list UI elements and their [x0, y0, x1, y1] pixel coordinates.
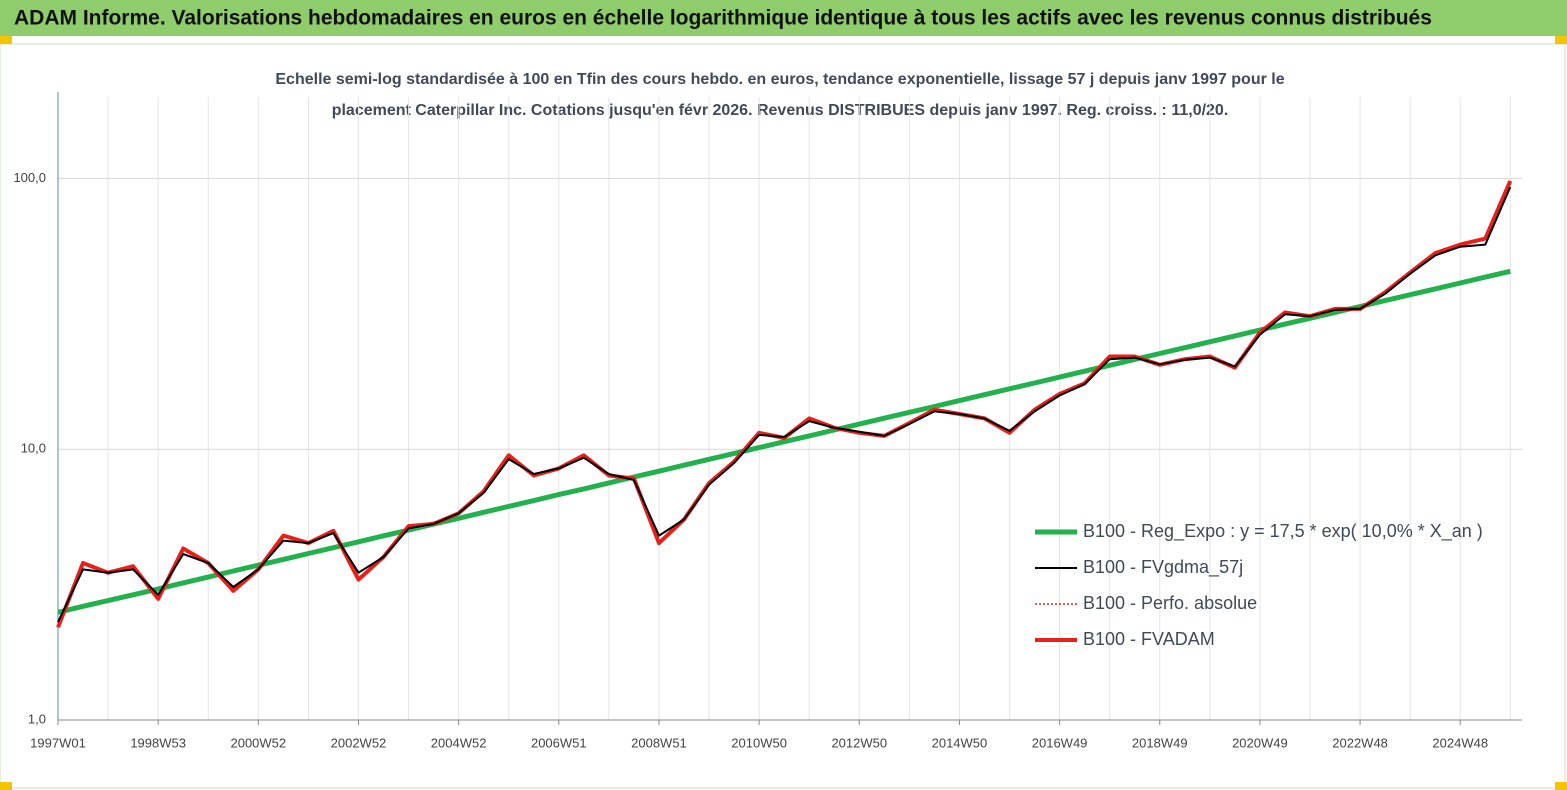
x-tick-label: 2020W49	[1232, 735, 1288, 750]
x-tick-label: 2006W51	[531, 735, 587, 750]
x-tick-label: 2022W48	[1332, 735, 1388, 750]
x-tick-label: 1997W01	[30, 735, 86, 750]
chart-frame	[0, 43, 1566, 789]
x-tick-label: 2012W50	[831, 735, 887, 750]
corner	[1555, 782, 1567, 790]
x-tick-label: 1998W53	[130, 735, 186, 750]
x-tick-label: 2000W52	[230, 735, 286, 750]
series-line	[57, 268, 1511, 615]
legend-label: B100 - FVgdma_57j	[1083, 557, 1243, 578]
legend-label: B100 - Reg_Expo : y = 17,5 * exp( 10,0% …	[1083, 521, 1483, 542]
legend-label: B100 - FVADAM	[1083, 629, 1215, 649]
x-tick-label: 2002W52	[331, 735, 387, 750]
legend-label: B100 - Perfo. absolue	[1083, 593, 1257, 613]
x-tick-label: 2014W50	[932, 735, 988, 750]
y-tick-label: 10,0	[21, 441, 46, 456]
corner	[0, 36, 12, 44]
y-tick-label: 100,0	[13, 170, 46, 185]
x-tick-label: 2008W51	[631, 735, 687, 750]
x-tick-label: 2018W49	[1132, 735, 1188, 750]
y-tick-label: 1,0	[28, 711, 46, 726]
corner	[0, 782, 12, 790]
corner	[1555, 36, 1567, 44]
x-tick-label: 2024W48	[1432, 735, 1488, 750]
series-line	[57, 186, 1512, 623]
chart-title: ADAM Informe. Valorisations hebdomadaire…	[14, 7, 1432, 30]
series-line	[57, 180, 1511, 628]
x-tick-label: 2004W52	[431, 735, 487, 750]
subtitle: placement Caterpillar Inc. Cotations jus…	[332, 102, 1229, 119]
x-tick-label: 2016W49	[1032, 735, 1088, 750]
x-tick-label: 2010W50	[731, 735, 787, 750]
subtitle: Echelle semi-log standardisée à 100 en T…	[275, 71, 1284, 88]
title-banner	[0, 0, 1567, 36]
